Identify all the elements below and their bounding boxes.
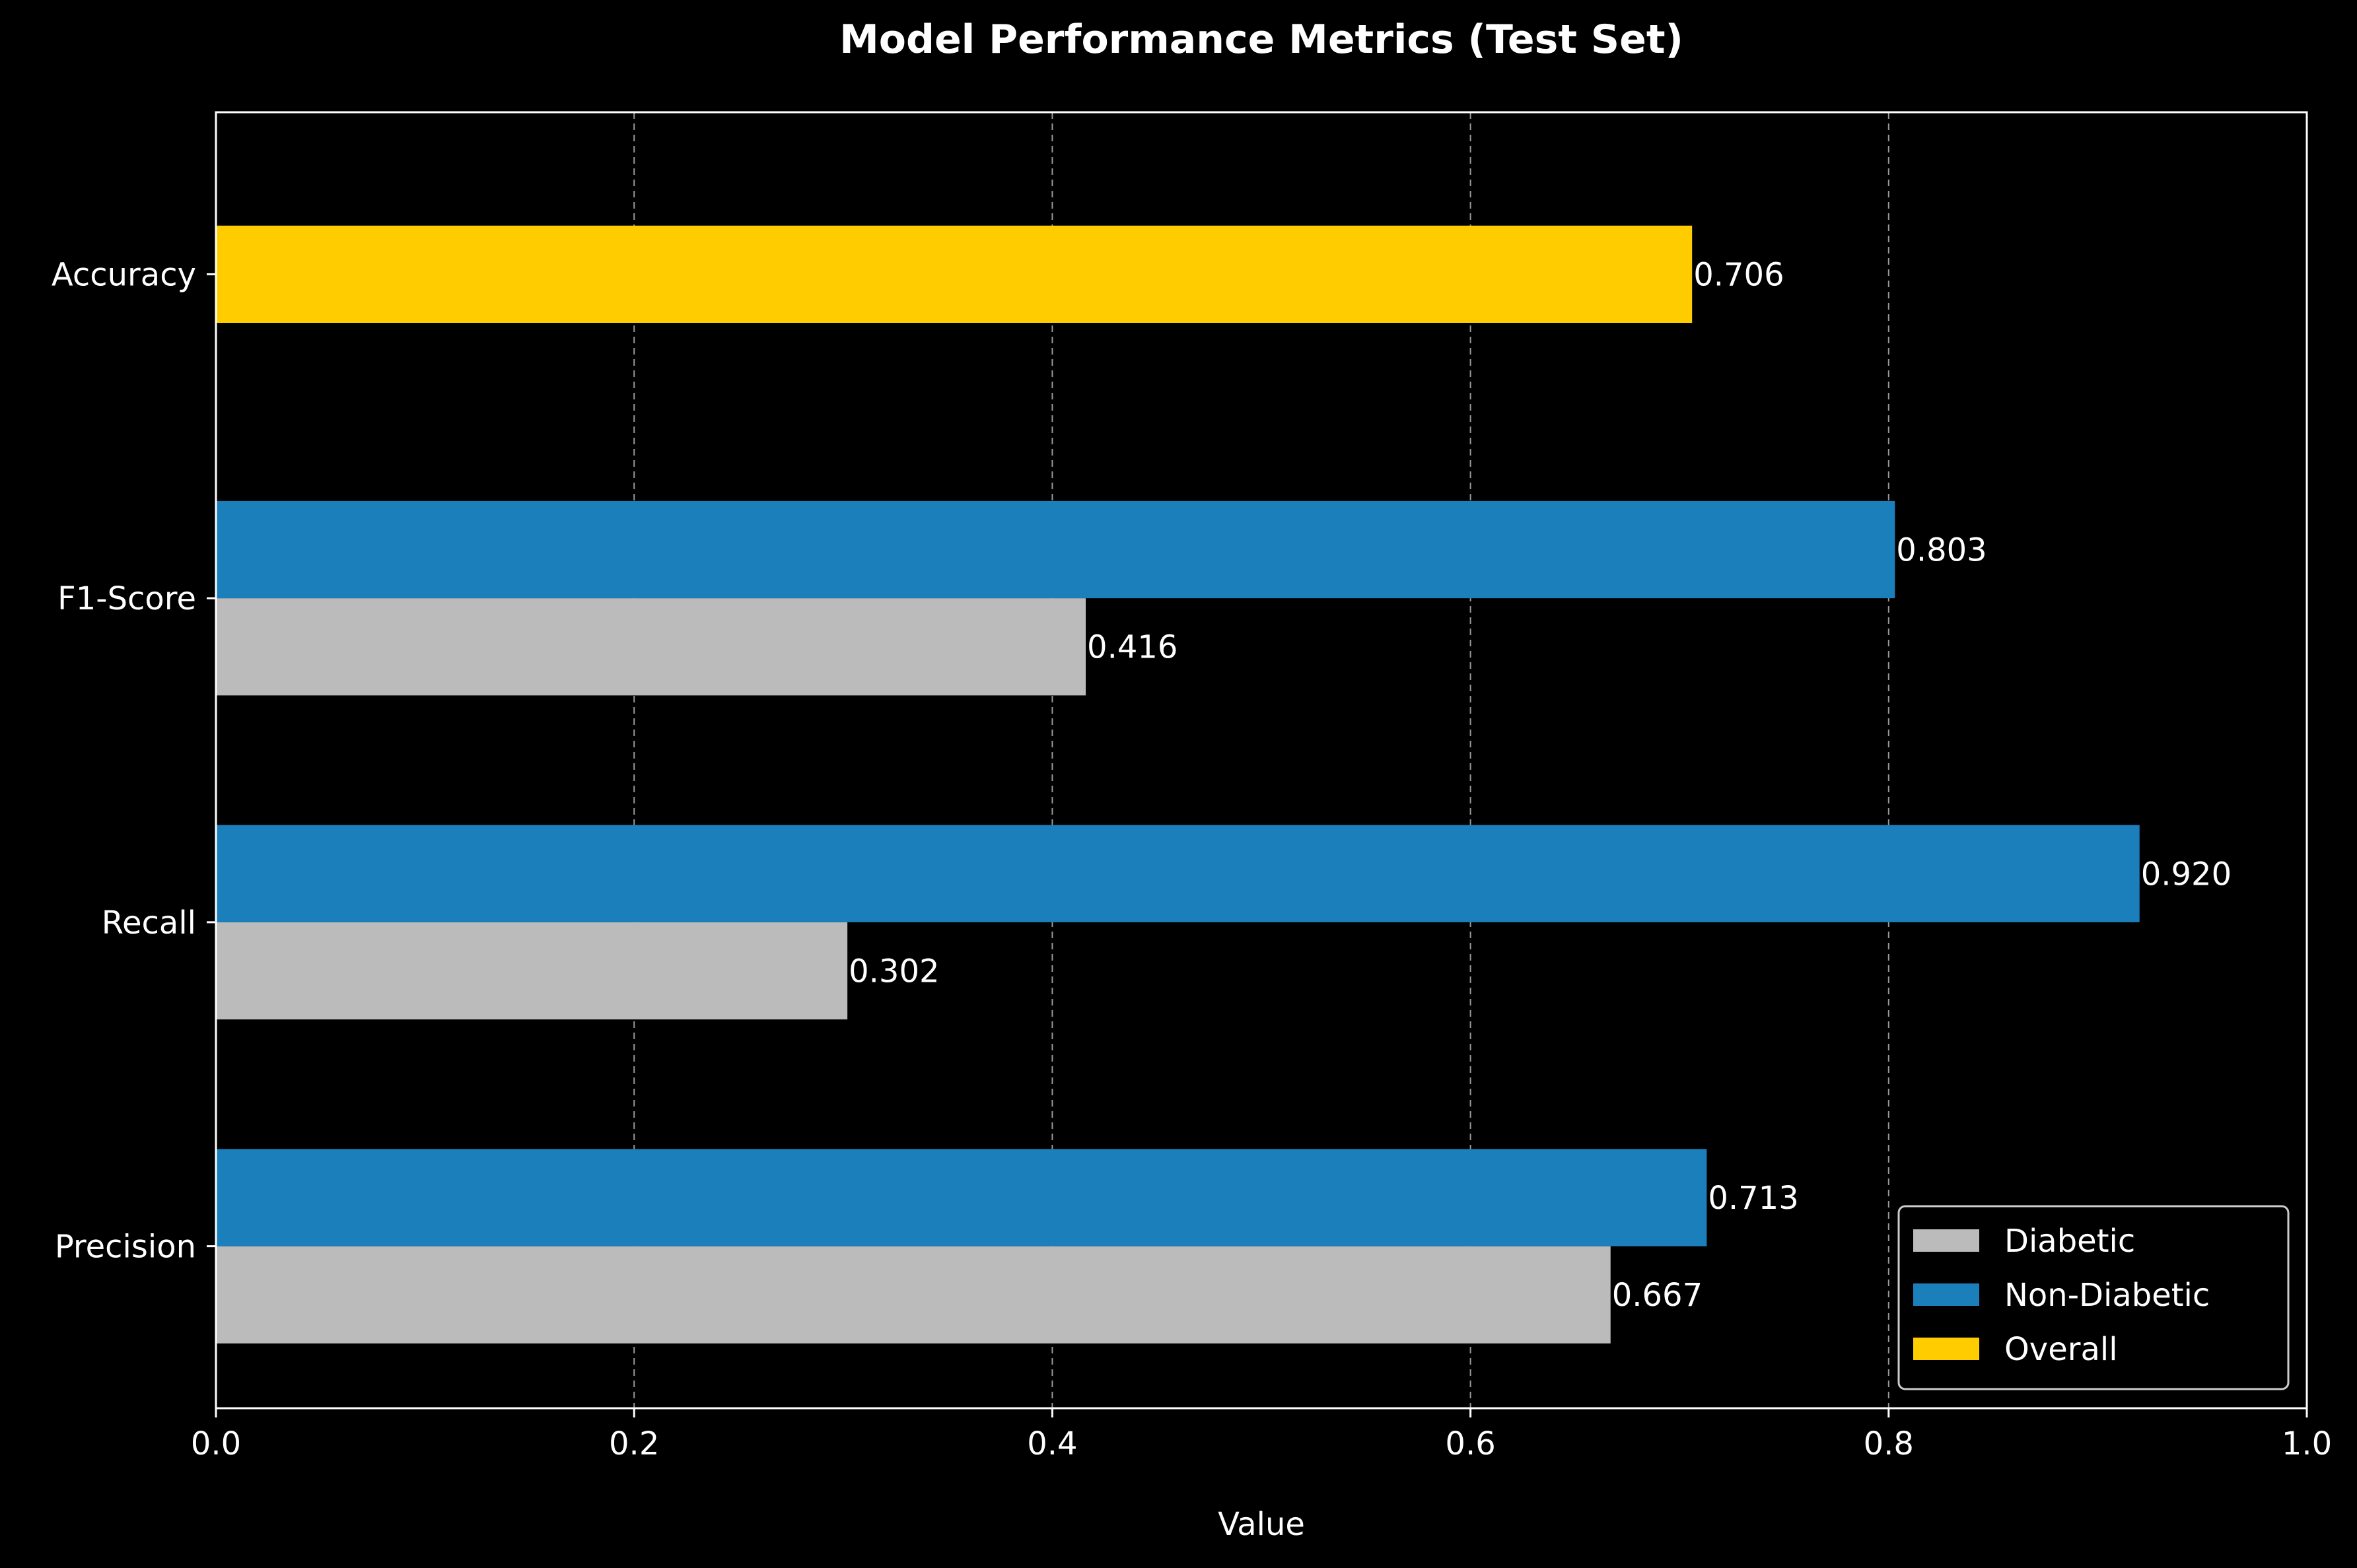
bars [216,225,2140,1344]
bar-precision-non-diabetic [216,1149,1707,1246]
legend-label-diabetic: Diabetic [2004,1223,2135,1260]
data-label-f1-score-non-diabetic: 0.803 [1896,532,1987,569]
legend-frame [1897,1205,2290,1390]
data-label-recall-non-diabetic: 0.920 [2141,856,2232,893]
data-label-f1-score-diabetic: 0.416 [1087,629,1178,666]
y-tick-label-f1-score: F1-Score [57,580,196,617]
x-axis-label: Value [1218,1506,1305,1543]
bar-f1-score-diabetic [216,598,1086,696]
axes: 0.0 0.2 0.4 0.6 0.8 1.0 Precision Recall F1-Scor… [52,256,2332,1462]
bar-precision-diabetic [216,1246,1611,1344]
y-tick-label-recall: Recall [102,904,196,941]
plot-frame [215,111,2308,1410]
chart-title: Model Performance Metrics (Test Set) [839,17,1683,63]
legend-swatch-non-diabetic [1913,1283,1979,1306]
x-tick-label-0.8: 0.8 [1864,1425,1914,1462]
data-label-precision-non-diabetic: 0.713 [1708,1180,1798,1217]
y-tick-label-accuracy: Accuracy [52,256,196,293]
x-tick-label-1.0: 1.0 [2282,1425,2332,1462]
x-tick-label-0.0: 0.0 [191,1425,241,1462]
bar-recall-non-diabetic [216,825,2140,922]
x-tick-label-0.6: 0.6 [1445,1425,1495,1462]
bar-recall-diabetic [216,922,848,1020]
bar-f1-score-non-diabetic [216,500,1895,599]
legend-swatch-diabetic [1913,1229,1979,1252]
data-label-accuracy-overall: 0.706 [1693,256,1784,293]
y-tick-label-precision: Precision [55,1229,196,1266]
legend-swatch-overall [1913,1338,1979,1360]
data-label-recall-diabetic: 0.302 [849,953,939,990]
bar-accuracy-overall [216,225,1693,323]
legend-label-non-diabetic: Non-Diabetic [2004,1277,2210,1314]
legend-label-overall: Overall [2004,1331,2118,1368]
x-tick-label-0.2: 0.2 [609,1425,659,1462]
x-tick-label-0.4: 0.4 [1027,1425,1077,1462]
data-label-precision-diabetic: 0.667 [1612,1277,1703,1314]
legend: Diabetic Non-Diabetic Overall [1897,1205,2290,1390]
data-labels: 0.667 0.713 0.302 0.920 0.416 0.803 0.706 [849,256,2232,1314]
